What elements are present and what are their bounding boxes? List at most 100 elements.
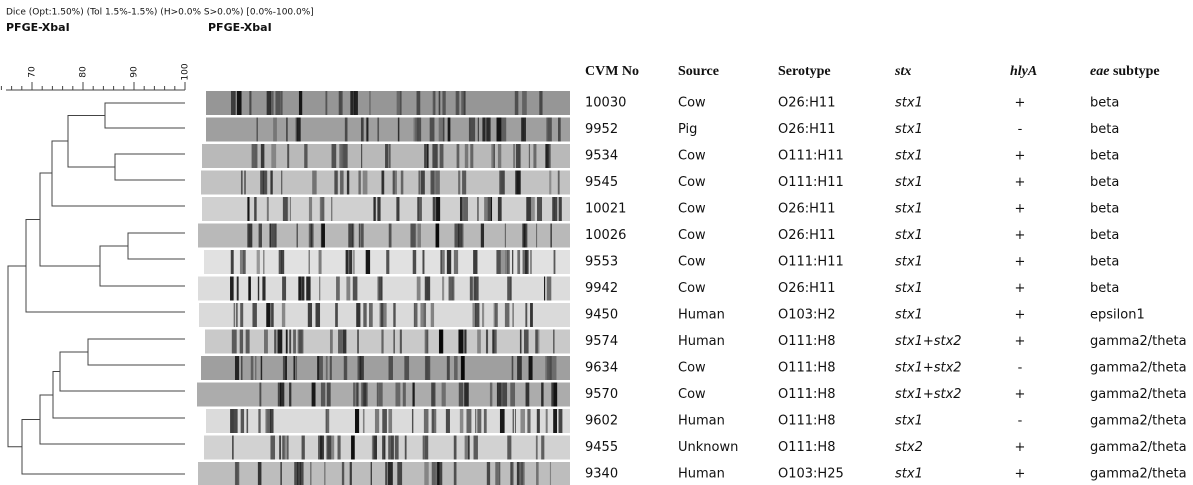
gel-band: [558, 118, 561, 142]
gel-band: [353, 250, 354, 274]
gel-band: [385, 144, 388, 168]
gel-band: [298, 330, 302, 354]
gel-band: [241, 171, 243, 195]
gel-band: [379, 383, 383, 407]
table-cell: +: [1015, 281, 1026, 296]
gel-band: [421, 171, 425, 195]
gel-band: [546, 118, 547, 142]
table-cell: Cow: [678, 96, 706, 111]
gel-band: [454, 436, 457, 460]
gel-band: [301, 462, 303, 485]
gel-band: [507, 250, 509, 274]
table-cell: +: [1015, 440, 1026, 455]
table-cell: -: [1018, 122, 1023, 137]
gel-band: [269, 224, 271, 248]
table-cell: beta: [1090, 122, 1119, 137]
gel-band: [513, 144, 515, 168]
gel-band: [369, 303, 373, 327]
gel-band: [353, 383, 356, 407]
gel-band: [545, 356, 550, 380]
gel-band: [395, 383, 400, 407]
gel-band: [240, 330, 243, 354]
table-cell: stx1: [895, 175, 923, 190]
gel-band: [249, 91, 251, 115]
table-cell: 9602: [585, 414, 618, 429]
gel-band: [371, 462, 372, 485]
gel-band: [327, 436, 331, 460]
gel-band: [553, 409, 557, 433]
left-label: PFGE-XbaI: [6, 21, 70, 34]
gel-lane: [204, 436, 570, 460]
gel-band: [470, 277, 473, 301]
gel-band: [536, 436, 538, 460]
gel-band: [273, 118, 277, 142]
gel-band: [357, 330, 359, 354]
gel-band: [522, 224, 525, 248]
table-cell: 9570: [585, 387, 618, 402]
gel-band: [417, 277, 421, 301]
scale-tick-label: 80: [79, 66, 89, 78]
table-cell: 9942: [585, 281, 618, 296]
gel-band: [247, 224, 250, 248]
table-cell: beta: [1090, 149, 1119, 164]
gel-band: [295, 356, 297, 380]
gel-band: [460, 409, 463, 433]
gel-band: [347, 171, 349, 195]
gel-band: [340, 171, 344, 195]
gel-band: [281, 171, 282, 195]
gel-band: [286, 197, 288, 221]
gel-band: [473, 250, 477, 274]
table-cell: stx1: [895, 308, 923, 323]
gel-band: [287, 436, 288, 460]
table-cell: -: [1018, 361, 1023, 376]
gel-band: [413, 250, 416, 274]
gel-band: [439, 330, 442, 354]
table-cell: stx1: [895, 414, 923, 429]
gel-band: [254, 197, 256, 221]
table-cell: stx2: [895, 440, 923, 455]
gel-band: [536, 462, 539, 485]
gel-band: [520, 330, 522, 354]
gel-band: [234, 303, 236, 327]
table-cell: stx1: [895, 122, 923, 137]
gel-band: [458, 330, 463, 354]
table-cell: Human: [678, 308, 725, 323]
gel-band: [422, 250, 424, 274]
gel-band: [522, 91, 527, 115]
table-cell: O111:H8: [778, 440, 835, 455]
gel-band: [344, 356, 347, 380]
gel-band: [255, 356, 256, 380]
gel-band: [232, 330, 237, 354]
table-cell: Cow: [678, 228, 706, 243]
gel-band: [516, 144, 520, 168]
gel-band: [247, 197, 249, 221]
gel-band: [541, 383, 543, 407]
table-cell: Human: [678, 334, 725, 349]
gel-band: [434, 91, 436, 115]
gel-band: [284, 356, 287, 380]
table-cell: O111:H11: [778, 149, 844, 164]
gel-band: [258, 277, 259, 301]
gel-band: [360, 356, 364, 380]
gel-band: [290, 197, 291, 221]
gel-band: [263, 250, 264, 274]
table-cell: beta: [1090, 281, 1119, 296]
gel-band: [417, 118, 421, 142]
gel-band: [299, 91, 302, 115]
gel-band: [459, 383, 464, 407]
gel-band: [498, 197, 502, 221]
gel-band: [525, 303, 527, 327]
column-header: eae subtype: [1090, 64, 1160, 79]
gel-band: [425, 356, 429, 380]
gel-band: [517, 250, 520, 274]
gel-band: [289, 330, 291, 354]
gel-band: [338, 330, 342, 354]
gel-band: [256, 118, 257, 142]
gel-band: [264, 330, 268, 354]
gel-band: [502, 118, 507, 142]
gel-band: [432, 462, 436, 485]
table-cell: O111:H11: [778, 175, 844, 190]
gel-band: [417, 224, 421, 248]
gel-band: [353, 277, 358, 301]
gel-band: [286, 118, 287, 142]
